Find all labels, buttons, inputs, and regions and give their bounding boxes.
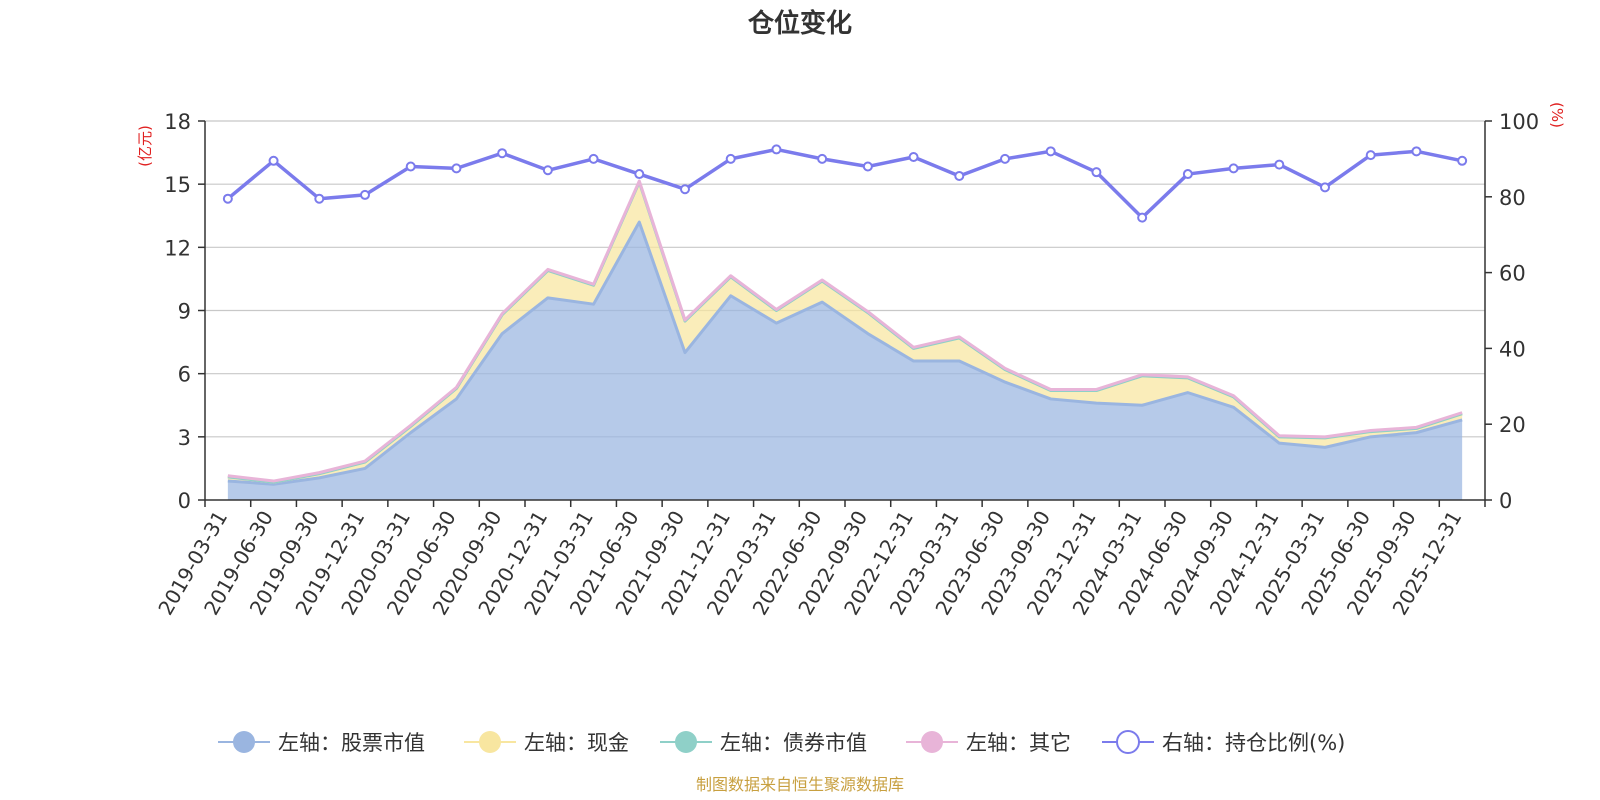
ratio-point — [1228, 163, 1239, 174]
legend-label: 右轴：持仓比例(%) — [1162, 731, 1345, 755]
legend-label: 左轴：股票市值 — [278, 731, 425, 755]
ratio-point — [1411, 146, 1422, 157]
left-tick-label: 12 — [164, 236, 191, 260]
ratio-point — [451, 163, 462, 174]
ratio-point — [725, 153, 736, 164]
right-tick-label: 0 — [1499, 489, 1512, 513]
left-tick-label: 3 — [178, 426, 191, 450]
ratio-point — [1457, 155, 1468, 166]
ratio-point — [1000, 153, 1010, 164]
line-左轴：股票市值 — [227, 220, 1463, 486]
ratio-point — [1274, 159, 1285, 170]
right-tick-label: 80 — [1499, 186, 1526, 210]
ratio-point — [908, 152, 919, 163]
data-source: 制图数据来自恒生聚源数据库 — [696, 775, 904, 794]
ratio-point — [268, 155, 279, 166]
chart-title: 仓位变化 — [747, 8, 852, 39]
ratio-point — [1045, 146, 1056, 157]
line-左轴：其它 — [227, 179, 1463, 483]
legend-label: 左轴：现金 — [524, 731, 629, 755]
ratio-points — [222, 144, 1468, 223]
left-tick-label: 6 — [178, 363, 191, 387]
ratio-point — [222, 193, 233, 204]
ratio-point — [588, 153, 599, 164]
left-tick-label: 0 — [178, 489, 191, 513]
legend-item: 左轴：其它 — [906, 731, 1071, 755]
area-左轴：股票市值 — [227, 222, 1463, 501]
legend-item: 左轴：现金 — [464, 731, 629, 755]
ratio-point — [1320, 182, 1330, 193]
left-tick-label: 9 — [178, 300, 191, 324]
legend-label: 左轴：债券市值 — [720, 731, 867, 755]
legend: 左轴：股票市值 左轴：现金 左轴：债券市值 左轴：其它 右轴：持仓比例(%) — [218, 730, 1345, 755]
legend-item: 右轴：持仓比例(%) — [1102, 730, 1345, 755]
ratio-point — [1182, 169, 1193, 180]
ratio-point — [862, 161, 873, 172]
ratio-point — [542, 165, 553, 176]
left-axis-unit: (亿元) — [136, 125, 154, 167]
right-tick-label: 100 — [1499, 110, 1539, 134]
stacked-areas — [227, 181, 1463, 501]
legend-marker-icon — [479, 731, 501, 753]
right-tick-label: 40 — [1499, 337, 1526, 361]
ratio-point — [314, 193, 325, 204]
legend-marker-icon — [921, 731, 943, 753]
right-axis-unit: (%) — [1548, 102, 1566, 128]
ratio-point — [1137, 212, 1148, 223]
ratio-point — [954, 170, 965, 181]
ratio-point — [771, 144, 782, 155]
legend-item: 左轴：股票市值 — [218, 731, 425, 755]
ratio-point — [680, 184, 690, 195]
right-axis-ticks: 0 20 40 60 80 100 — [1485, 110, 1539, 513]
legend-item: 左轴：债券市值 — [660, 731, 867, 755]
left-tick-label: 18 — [164, 110, 191, 134]
ratio-point — [1365, 150, 1376, 161]
left-tick-label: 15 — [164, 173, 191, 197]
right-tick-label: 20 — [1499, 413, 1526, 437]
legend-marker-icon — [233, 731, 255, 753]
x-axis-ticks: 2019-03-312019-06-302019-09-302019-12-31… — [153, 500, 1486, 619]
right-tick-label: 60 — [1499, 262, 1526, 286]
ratio-point — [817, 153, 828, 164]
ratio-point — [1091, 167, 1102, 178]
ratio-line — [226, 147, 1463, 220]
series-lines — [226, 147, 1463, 486]
ratio-point — [634, 169, 645, 180]
legend-marker-icon — [1116, 730, 1140, 754]
legend-label: 左轴：其它 — [966, 731, 1071, 755]
ratio-point — [360, 189, 370, 200]
ratio-point — [497, 148, 508, 159]
legend-marker-icon — [675, 731, 697, 753]
left-axis-ticks: 0 3 6 9 12 15 18 — [164, 110, 205, 513]
ratio-point — [405, 161, 416, 172]
